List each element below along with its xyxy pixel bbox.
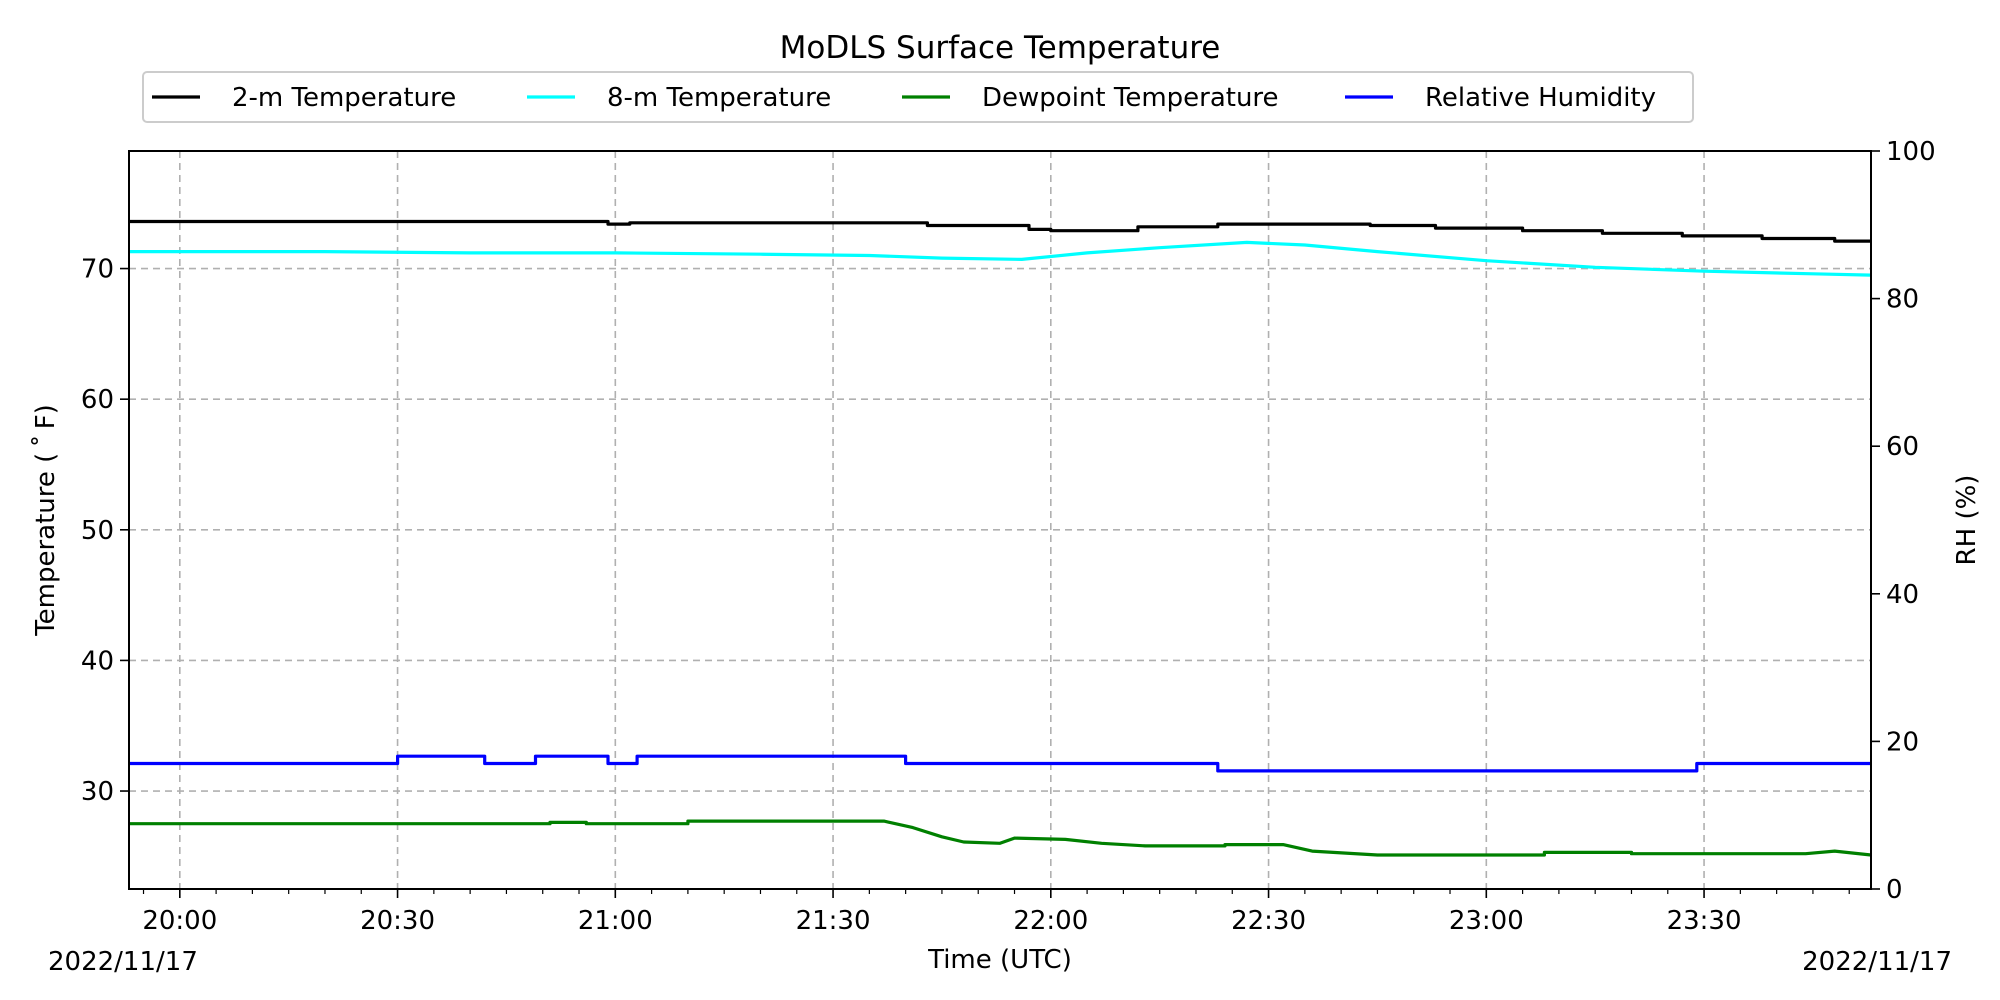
- y-tick-label: 70: [81, 255, 114, 285]
- x-tick-label: 23:00: [1449, 906, 1524, 936]
- legend-label-8-m-temperature: 8-m Temperature: [607, 83, 831, 113]
- y2-tick-label: 20: [1886, 727, 1919, 757]
- x-tick-label: 21:30: [796, 906, 871, 936]
- y-axis-right: 0 20 40 60 80 100: [1871, 137, 1936, 905]
- legend: 2-m Temperature 8-m Temperature Dewpoint T…: [142, 71, 1694, 123]
- x-axis: 20:00 20:30 21:00 21:30 22:00 22:30 23:00 23:30: [142, 889, 1850, 936]
- y2-tick-label: 80: [1886, 285, 1919, 315]
- y-tick-label: 30: [81, 777, 114, 807]
- y2-axis-label: RH (%): [1952, 475, 1982, 566]
- y-tick-label: 60: [81, 385, 114, 415]
- series-line-dewpoint-temperature: [129, 819, 1872, 857]
- plot-series: [129, 219, 1872, 857]
- y-tick-label: 40: [81, 646, 114, 676]
- x-tick-label: 21:00: [578, 906, 653, 936]
- y-axis-left: 30 40 50 60 70: [81, 255, 129, 807]
- chart-title: MoDLS Surface Temperature: [780, 30, 1221, 66]
- y-axis-label: Temperature ( ˚ F): [31, 404, 61, 637]
- y2-tick-label: 40: [1886, 580, 1919, 610]
- y2-tick-label: 100: [1886, 137, 1936, 167]
- plot-frame: [128, 150, 1872, 890]
- series-line-8-m-temperature: [129, 240, 1872, 277]
- series-line-2-m-temperature: [129, 219, 1871, 243]
- grid: [129, 151, 1871, 889]
- y-tick-label: 50: [81, 516, 114, 546]
- y2-tick-label: 60: [1886, 432, 1919, 462]
- y2-tick-label: 0: [1886, 875, 1903, 905]
- x-tick-label: 23:30: [1667, 906, 1742, 936]
- x-tick-label: 20:00: [142, 906, 217, 936]
- legend-label-dewpoint-temperature: Dewpoint Temperature: [982, 83, 1279, 113]
- x-tick-label: 22:30: [1231, 906, 1306, 936]
- date-left: 2022/11/17: [48, 947, 198, 977]
- date-right: 2022/11/17: [1802, 947, 1952, 977]
- legend-label-relative-humidity: Relative Humidity: [1425, 83, 1656, 113]
- x-tick-label: 22:00: [1013, 906, 1088, 936]
- legend-label-2-m-temperature: 2-m Temperature: [232, 83, 456, 113]
- series-line-relative-humidity: [129, 754, 1871, 773]
- x-axis-label: Time (UTC): [927, 945, 1072, 975]
- x-tick-label: 20:30: [360, 906, 435, 936]
